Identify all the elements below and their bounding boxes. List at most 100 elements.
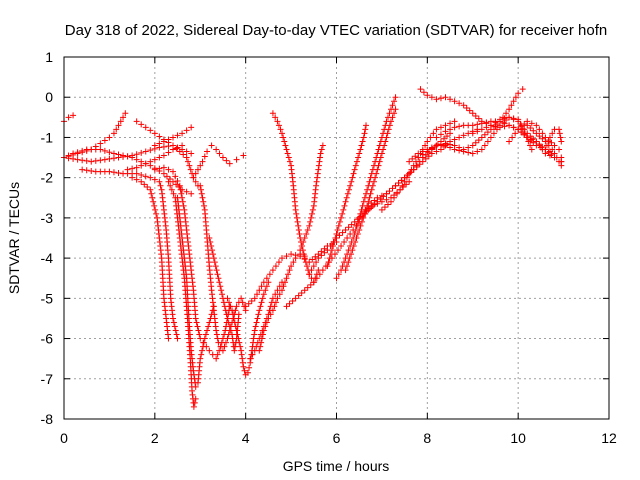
data-point — [244, 369, 251, 376]
data-point — [280, 283, 287, 290]
data-point — [151, 202, 158, 209]
data-point — [343, 194, 350, 201]
data-point — [345, 259, 352, 266]
data-point — [129, 165, 136, 172]
data-point — [447, 126, 454, 133]
data-point — [358, 142, 365, 149]
data-point — [536, 126, 543, 133]
data-point — [386, 188, 393, 195]
data-point — [235, 335, 242, 342]
data-point — [147, 186, 154, 193]
data-point — [335, 271, 342, 278]
data-point — [349, 174, 356, 181]
data-point — [475, 137, 482, 144]
data-point — [192, 170, 199, 177]
data-point — [456, 144, 463, 151]
data-point — [110, 169, 117, 176]
data-point — [197, 162, 204, 169]
data-point — [234, 331, 241, 338]
data-point — [389, 102, 396, 109]
data-point — [266, 271, 273, 278]
data-point — [170, 190, 177, 197]
data-point — [221, 303, 228, 310]
data-point — [251, 327, 258, 334]
data-point — [170, 168, 176, 175]
data-point — [208, 142, 215, 149]
data-point — [141, 181, 148, 188]
data-point — [356, 226, 363, 233]
data-point — [259, 295, 266, 302]
series-track-16 — [224, 279, 272, 378]
data-point — [378, 206, 385, 213]
data-point — [383, 190, 390, 197]
data-point — [180, 202, 187, 209]
data-point — [283, 303, 290, 310]
data-point — [447, 120, 454, 127]
data-point — [333, 275, 340, 282]
data-point — [241, 367, 248, 374]
data-point — [413, 163, 420, 170]
data-point — [176, 182, 183, 189]
data-point — [314, 174, 321, 181]
data-point — [101, 137, 108, 144]
data-point — [83, 147, 90, 154]
data-point — [283, 253, 290, 260]
data-point — [398, 177, 405, 184]
data-point — [214, 335, 221, 342]
data-point — [469, 130, 476, 137]
data-point — [307, 218, 314, 225]
data-point — [339, 229, 346, 236]
data-point — [160, 138, 167, 145]
data-point — [556, 158, 563, 165]
data-point — [478, 134, 485, 141]
y-tick-label: -6 — [41, 331, 54, 347]
data-point — [466, 107, 473, 114]
data-point — [451, 98, 458, 105]
data-point — [151, 166, 158, 173]
data-point — [344, 235, 351, 241]
data-point — [422, 155, 429, 162]
data-point — [424, 138, 431, 145]
data-point — [506, 138, 513, 145]
data-point — [481, 131, 488, 138]
data-point — [524, 122, 531, 129]
data-point — [416, 161, 423, 168]
data-point — [327, 251, 334, 258]
data-point — [304, 226, 311, 233]
y-tick-label: 1 — [45, 49, 53, 65]
data-point — [178, 190, 185, 197]
series-track-25 — [333, 94, 399, 282]
data-point — [275, 259, 282, 266]
data-point — [543, 142, 550, 149]
data-point — [236, 339, 243, 346]
data-point — [515, 126, 522, 133]
data-point — [174, 335, 181, 342]
series-track-5 — [79, 166, 181, 342]
data-point — [229, 307, 236, 314]
data-point — [392, 182, 399, 189]
data-point — [515, 90, 522, 97]
data-point — [367, 190, 374, 197]
y-tick-label: -4 — [41, 250, 54, 266]
data-point — [213, 267, 220, 274]
data-point — [314, 170, 321, 177]
data-point — [195, 327, 202, 334]
data-point — [442, 140, 449, 147]
data-point — [224, 335, 231, 342]
data-point — [348, 178, 355, 185]
data-point — [217, 283, 224, 290]
data-point — [348, 221, 355, 228]
data-point — [376, 158, 383, 165]
series-track-36 — [524, 122, 565, 169]
data-point — [377, 196, 384, 203]
data-point — [198, 190, 205, 197]
data-point — [172, 173, 179, 180]
x-tick-label: 0 — [60, 430, 68, 446]
data-point — [248, 298, 255, 305]
data-point — [368, 186, 375, 193]
data-point — [177, 186, 184, 193]
data-point — [451, 118, 458, 125]
data-point — [263, 319, 270, 326]
data-point — [142, 160, 149, 167]
y-tick-label: 0 — [45, 89, 53, 105]
